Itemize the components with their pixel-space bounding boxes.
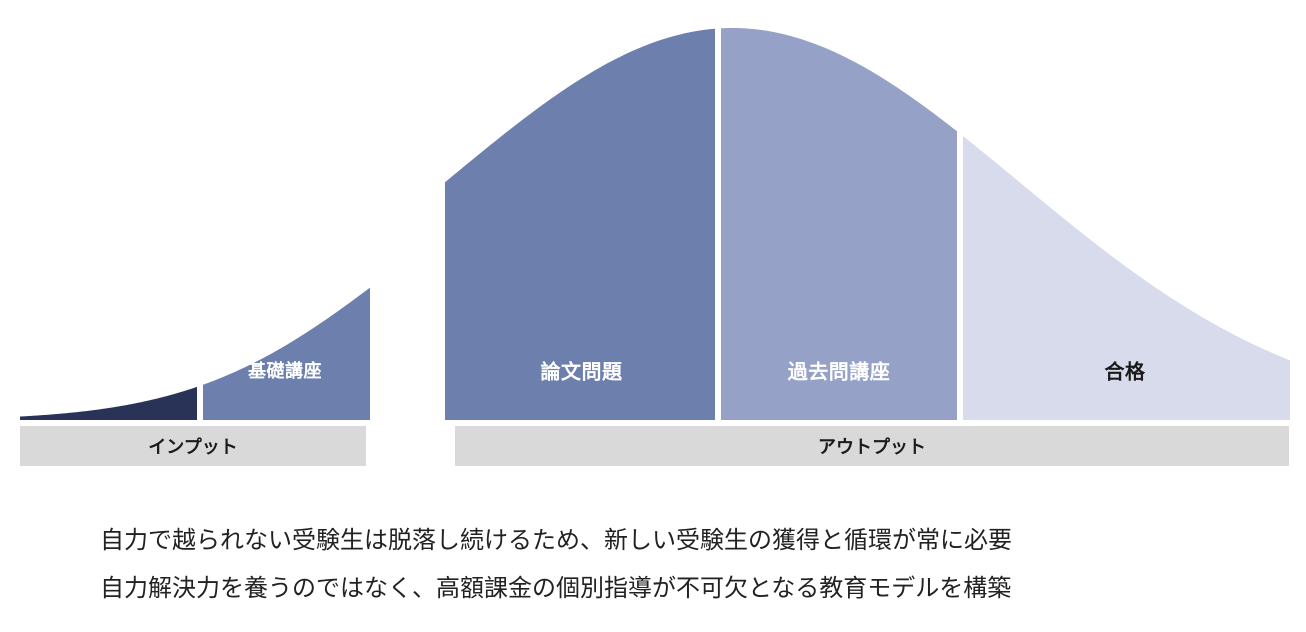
base-bar-0: インプット: [20, 426, 366, 466]
base-bar-1: アウトプット: [455, 426, 1289, 466]
base-bar-label-1: アウトプット: [818, 433, 926, 459]
body-text-line-0: 自力で越られない受験生は脱落し続けるため、新しい受験生の獲得と循環が常に必要: [100, 520, 1012, 555]
segment-label-1: 基礎講座: [248, 357, 322, 383]
segment-label-2: 論文問題: [541, 356, 623, 385]
segment-label-3: 過去問講座: [788, 356, 891, 385]
diagram-stage: 基礎講座 論文問題 過去問講座 合格インプット アウトプット自力で越られない受験生は脱落…: [0, 0, 1306, 632]
segment-1: [203, 288, 370, 420]
segment-label-4: 合格: [1105, 356, 1146, 385]
base-bar-label-0: インプット: [148, 433, 237, 459]
segment-0: [20, 387, 197, 420]
body-text-line-1: 自力解決力を養うのではなく、高額課金の個別指導が不可欠となる教育モデルを構築: [100, 568, 1011, 603]
